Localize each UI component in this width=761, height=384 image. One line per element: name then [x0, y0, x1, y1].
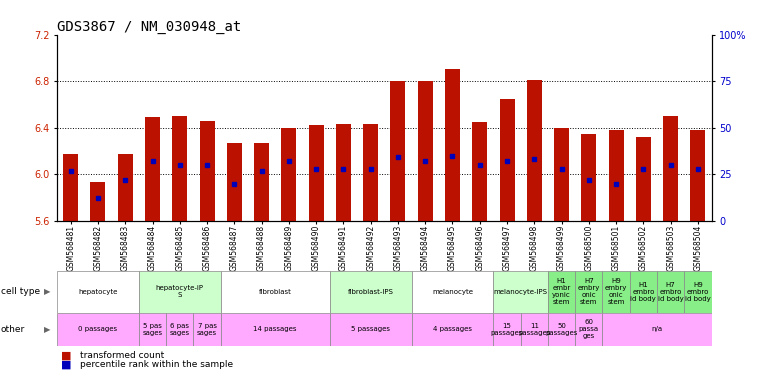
Bar: [663, 116, 678, 221]
Bar: [390, 81, 406, 221]
Text: ▶: ▶: [44, 287, 50, 296]
Text: 11
passages: 11 passages: [518, 323, 550, 336]
Bar: [336, 124, 351, 221]
Text: percentile rank within the sample: percentile rank within the sample: [80, 360, 233, 369]
Bar: [363, 124, 378, 221]
Bar: [63, 154, 78, 221]
Text: 15
passages: 15 passages: [491, 323, 524, 336]
Bar: [221, 271, 330, 313]
Bar: [330, 271, 412, 313]
Bar: [91, 182, 106, 221]
Bar: [690, 130, 705, 221]
Bar: [684, 271, 712, 313]
Text: H1
embro
id body: H1 embro id body: [630, 282, 656, 302]
Bar: [412, 271, 493, 313]
Bar: [145, 117, 160, 221]
Text: transformed count: transformed count: [80, 351, 164, 360]
Text: ■: ■: [61, 350, 72, 360]
Bar: [630, 271, 657, 313]
Bar: [636, 137, 651, 221]
Text: ▶: ▶: [44, 325, 50, 334]
Text: 60
passa
ges: 60 passa ges: [579, 319, 599, 339]
Bar: [581, 134, 597, 221]
Bar: [609, 130, 623, 221]
Bar: [166, 313, 193, 346]
Text: n/a: n/a: [651, 326, 663, 332]
Text: other: other: [1, 325, 25, 334]
Bar: [575, 313, 603, 346]
Bar: [139, 313, 166, 346]
Bar: [657, 271, 684, 313]
Bar: [57, 271, 139, 313]
Text: 6 pas
sages: 6 pas sages: [170, 323, 189, 336]
Bar: [172, 116, 187, 221]
Bar: [282, 127, 296, 221]
Text: melanocyte: melanocyte: [432, 289, 473, 295]
Bar: [330, 313, 412, 346]
Bar: [527, 80, 542, 221]
Bar: [193, 313, 221, 346]
Bar: [548, 313, 575, 346]
Bar: [221, 313, 330, 346]
Text: hepatocyte: hepatocyte: [78, 289, 118, 295]
Text: H7
embro
id body: H7 embro id body: [658, 282, 683, 302]
Bar: [199, 121, 215, 221]
Bar: [493, 271, 548, 313]
Text: fibroblast: fibroblast: [259, 289, 291, 295]
Text: melanocyte-IPS: melanocyte-IPS: [494, 289, 548, 295]
Text: H9
embro
id body: H9 embro id body: [685, 282, 711, 302]
Text: ■: ■: [61, 360, 72, 370]
Text: cell type: cell type: [1, 287, 40, 296]
Text: 50
passages: 50 passages: [546, 323, 578, 336]
Text: 7 pas
sages: 7 pas sages: [197, 323, 217, 336]
Bar: [554, 127, 569, 221]
Bar: [118, 154, 132, 221]
Bar: [473, 122, 487, 221]
Bar: [57, 313, 139, 346]
Text: GDS3867 / NM_030948_at: GDS3867 / NM_030948_at: [57, 20, 241, 33]
Bar: [493, 313, 521, 346]
Text: 14 passages: 14 passages: [253, 326, 297, 332]
Text: fibroblast-IPS: fibroblast-IPS: [348, 289, 393, 295]
Bar: [418, 81, 433, 221]
Bar: [445, 70, 460, 221]
Bar: [603, 271, 630, 313]
Text: hepatocyte-iP
S: hepatocyte-iP S: [156, 285, 204, 298]
Bar: [499, 99, 514, 221]
Bar: [603, 313, 712, 346]
Bar: [521, 313, 548, 346]
Bar: [412, 313, 493, 346]
Bar: [254, 143, 269, 221]
Text: 5 passages: 5 passages: [351, 326, 390, 332]
Bar: [575, 271, 603, 313]
Text: 4 passages: 4 passages: [433, 326, 472, 332]
Text: H1
embr
yonic
stem: H1 embr yonic stem: [552, 278, 571, 305]
Text: H7
embry
onic
stem: H7 embry onic stem: [578, 278, 600, 305]
Bar: [309, 125, 323, 221]
Text: 5 pas
sages: 5 pas sages: [142, 323, 163, 336]
Text: 0 passages: 0 passages: [78, 326, 117, 332]
Bar: [139, 271, 221, 313]
Bar: [548, 271, 575, 313]
Text: H9
embry
onic
stem: H9 embry onic stem: [605, 278, 627, 305]
Bar: [227, 143, 242, 221]
